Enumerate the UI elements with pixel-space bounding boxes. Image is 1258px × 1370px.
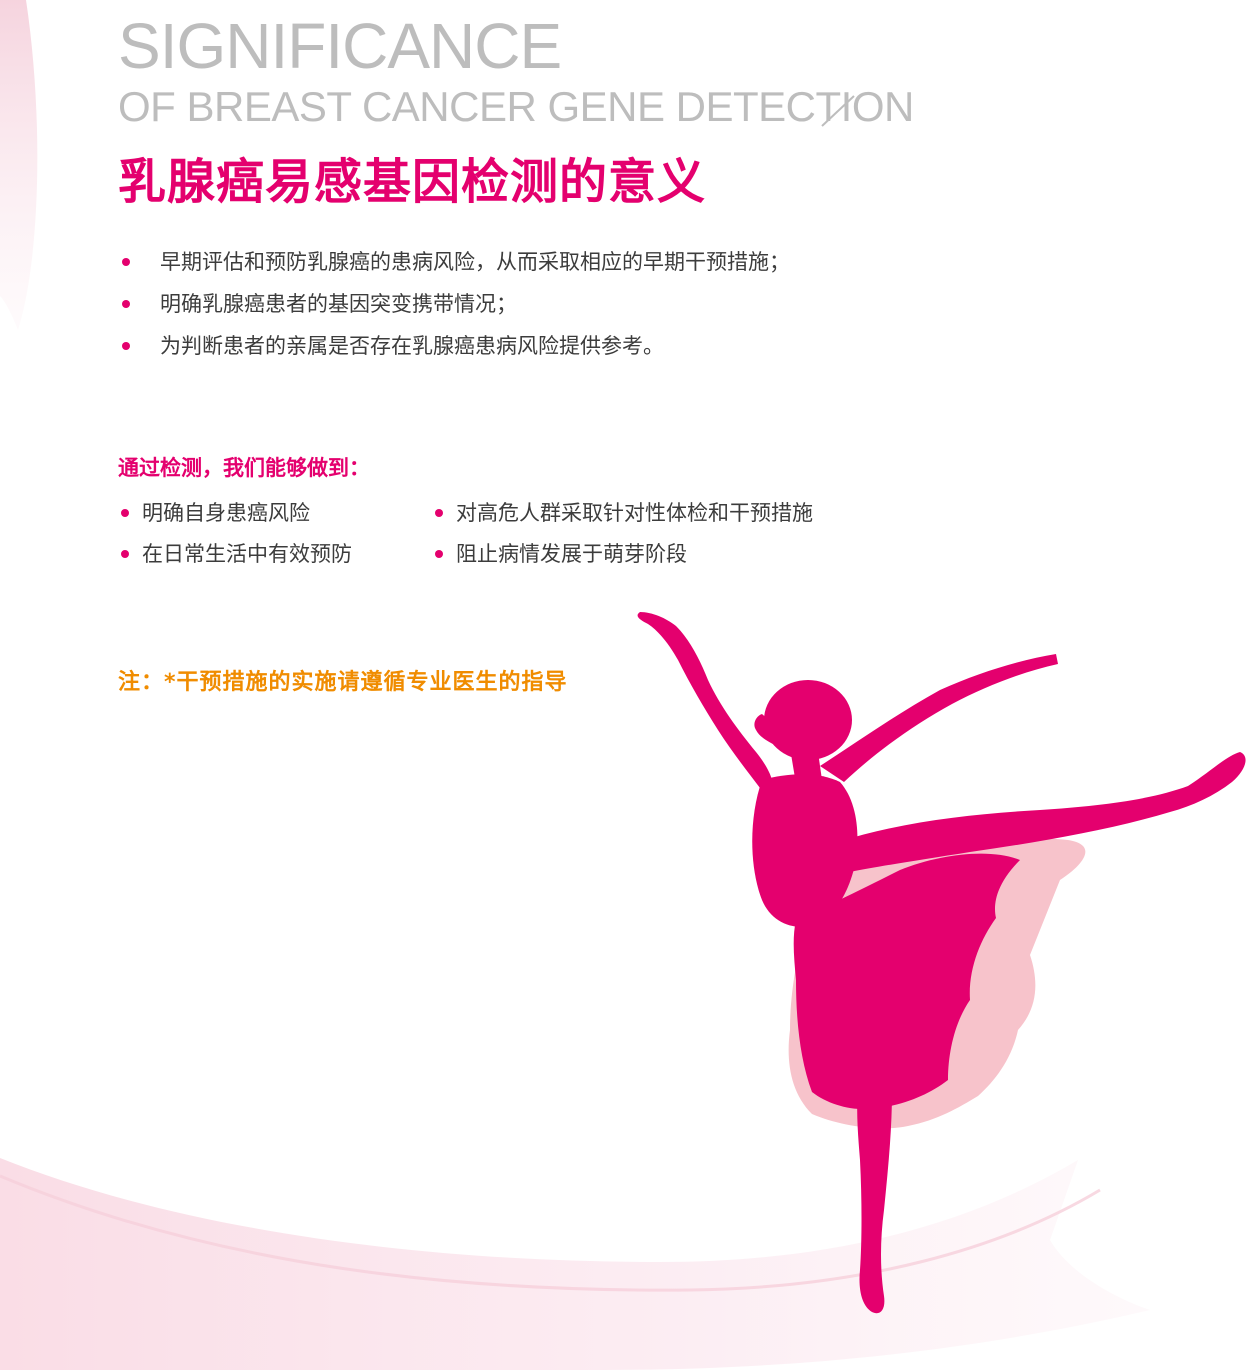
- bullet-dot-icon: [122, 258, 130, 266]
- benefits-heading: 通过检测，我们能够做到：: [118, 456, 370, 480]
- bottom-ribbon-swoosh: [0, 1158, 1150, 1370]
- benefits-list-left: 明确自身患癌风险 在日常生活中有效预防: [120, 498, 352, 580]
- bullet-dot-icon: [121, 550, 129, 558]
- list-item: 为判断患者的亲属是否存在乳腺癌患病风险提供参考。: [120, 331, 790, 373]
- significance-list: 早期评估和预防乳腺癌的患病风险，从而采取相应的早期干预措施； 明确乳腺癌患者的基…: [120, 247, 790, 373]
- list-item: 明确乳腺癌患者的基因突变携带情况；: [120, 289, 790, 331]
- page-title: 乳腺癌易感基因检测的意义: [118, 154, 707, 210]
- list-item-text: 明确乳腺癌患者的基因突变携带情况；: [160, 292, 517, 316]
- list-item-text: 对高危人群采取针对性体检和干预措施: [456, 501, 813, 525]
- bullet-dot-icon: [435, 550, 443, 558]
- bullet-dot-icon: [122, 342, 130, 350]
- benefits-list-right: 对高危人群采取针对性体检和干预措施 阻止病情发展于萌芽阶段: [434, 498, 813, 580]
- bottom-ribbon-edge: [0, 1174, 1101, 1292]
- title-english-line1: SIGNIFICANCE: [118, 10, 562, 82]
- list-item-text: 为判断患者的亲属是否存在乳腺癌患病风险提供参考。: [160, 334, 664, 358]
- left-edge-arc: [0, 0, 38, 330]
- title-english-line2: OF BREAST CANCER GENE DETECTION: [118, 83, 914, 130]
- list-item: 在日常生活中有效预防: [120, 539, 352, 580]
- list-item: 明确自身患癌风险: [120, 498, 352, 539]
- list-item: 早期评估和预防乳腺癌的患病风险，从而采取相应的早期干预措施；: [120, 247, 790, 289]
- bullet-dot-icon: [121, 509, 129, 517]
- list-item: 对高危人群采取针对性体检和干预措施: [434, 498, 813, 539]
- bullet-dot-icon: [122, 300, 130, 308]
- list-item-text: 明确自身患癌风险: [142, 501, 310, 525]
- disclaimer-note: 注：*干预措施的实施请遵循专业医生的指导: [118, 670, 568, 695]
- bullet-dot-icon: [435, 509, 443, 517]
- list-item-text: 阻止病情发展于萌芽阶段: [456, 542, 687, 566]
- list-item-text: 早期评估和预防乳腺癌的患病风险，从而采取相应的早期干预措施；: [160, 250, 790, 274]
- list-item-text: 在日常生活中有效预防: [142, 542, 352, 566]
- slash-divider-icon: [821, 95, 855, 127]
- list-item: 阻止病情发展于萌芽阶段: [434, 539, 813, 580]
- ballerina-silhouette: [637, 612, 1246, 1314]
